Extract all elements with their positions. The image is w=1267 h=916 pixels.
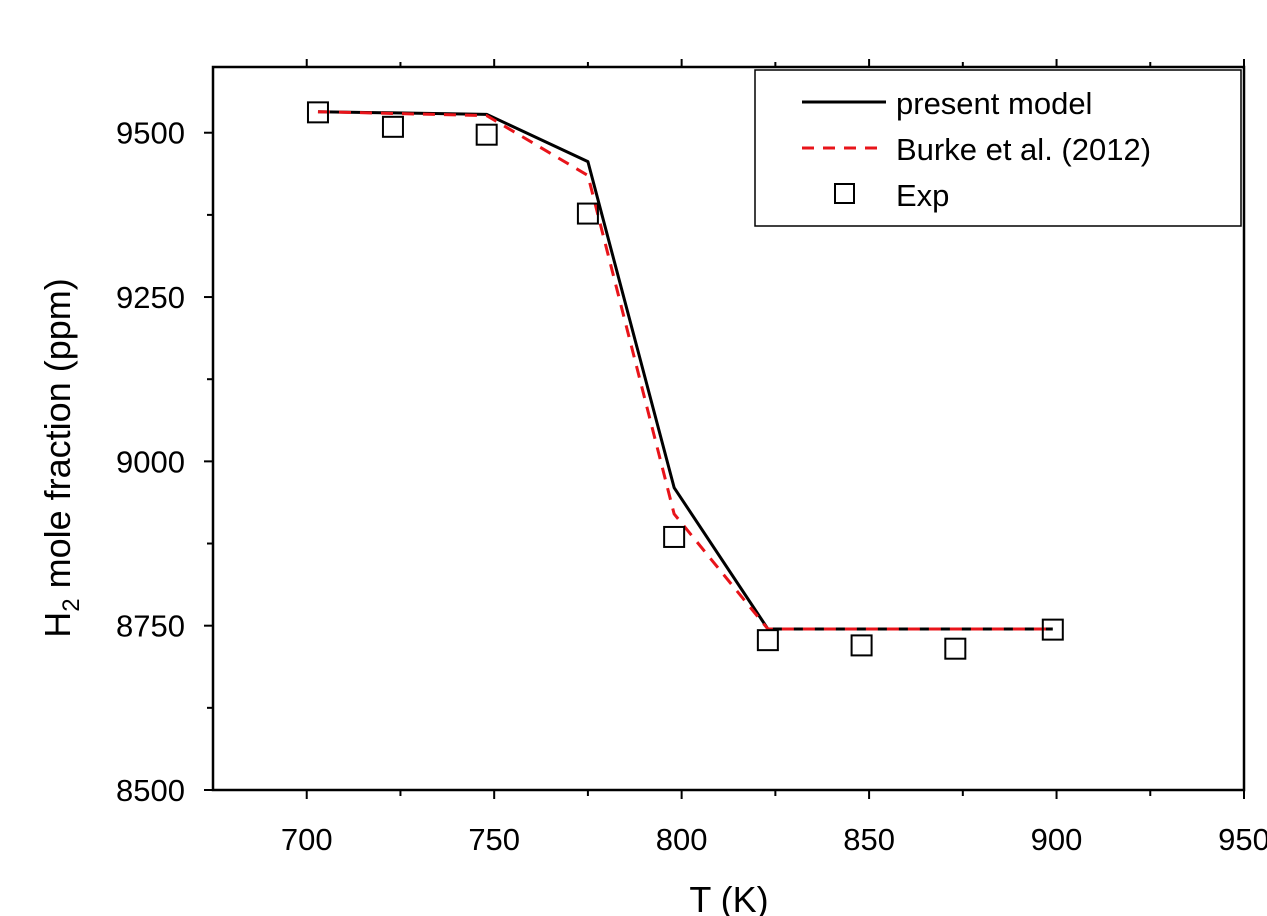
exp-marker (381, 115, 404, 138)
legend-label-exp: Exp (896, 178, 949, 213)
y-axis-label-subscript: 2 (58, 598, 85, 611)
y-axis-label-main: H (37, 612, 78, 638)
x-tick-label: 950 (1218, 822, 1267, 857)
exp-marker (756, 629, 779, 652)
series-line-present-model (317, 110, 1053, 631)
exp-marker (1041, 618, 1064, 641)
x-tick-label: 850 (843, 822, 895, 857)
y-tick-label: 8500 (116, 773, 185, 808)
legend-label-burke: Burke et al. (2012) (896, 132, 1151, 167)
exp-marker (663, 525, 686, 548)
exp-marker (850, 634, 873, 657)
legend-label-present-model: present model (896, 86, 1092, 121)
x-axis-label: T (K) (689, 879, 768, 916)
y-tick-label: 8750 (116, 609, 185, 644)
x-tick-label: 750 (468, 822, 520, 857)
exp-marker (475, 123, 498, 146)
exp-marker (306, 101, 329, 124)
y-tick-label: 9250 (116, 280, 185, 315)
x-tick-label: 700 (281, 822, 333, 857)
series-layer (306, 101, 1064, 660)
y-axis-label: H2 mole fraction (ppm) (37, 278, 85, 637)
plot-frame (211, 65, 1246, 792)
x-tick-label: 800 (656, 822, 708, 857)
y-axis-label-rest: mole fraction (ppm) (37, 278, 78, 598)
x-tick-label: 900 (1031, 822, 1083, 857)
legend: present model Burke et al. (2012) Exp (754, 69, 1242, 227)
exp-marker (944, 637, 967, 660)
y-tick-label: 9500 (116, 116, 185, 151)
y-tick-label: 9000 (116, 444, 185, 479)
axis-ticks: 700 750 800 850 900 950 8500 8750 9000 9250 9500 (116, 59, 1267, 857)
legend-marker-exp (834, 183, 855, 204)
exp-marker (576, 202, 599, 225)
